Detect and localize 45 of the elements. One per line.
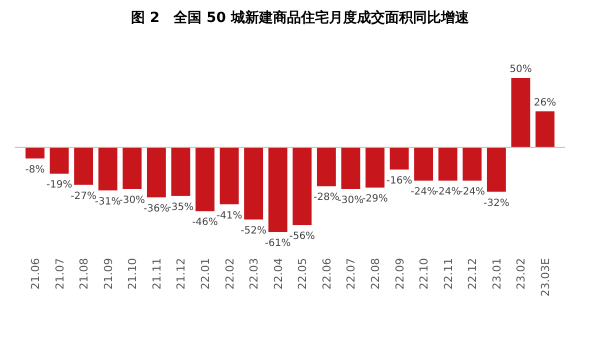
x-tick-label: 22.10 bbox=[418, 258, 431, 290]
x-tick-label: 22.05 bbox=[296, 258, 310, 290]
data-label: -32% bbox=[484, 198, 510, 209]
x-tick-label: 22.12 bbox=[466, 258, 480, 290]
data-label: -35% bbox=[168, 202, 194, 213]
x-tick-label: 21.09 bbox=[102, 258, 115, 290]
x-tick-label: 22.02 bbox=[223, 258, 236, 290]
data-label: -8% bbox=[25, 164, 45, 176]
x-tick-label: 22.06 bbox=[320, 258, 334, 290]
x-tick-label: 22.03 bbox=[248, 258, 261, 290]
x-tick-label: 21.12 bbox=[174, 258, 188, 290]
data-label: -52% bbox=[240, 226, 266, 237]
data-label: -36% bbox=[144, 203, 170, 214]
x-tick-label: 22.08 bbox=[369, 258, 382, 290]
x-tick-label: 23.01 bbox=[490, 258, 504, 290]
data-label: -31% bbox=[94, 196, 121, 208]
data-label: -28% bbox=[314, 192, 340, 204]
x-tick-label: 21.11 bbox=[150, 258, 164, 290]
x-tick-label: 22.11 bbox=[442, 258, 455, 290]
data-label: -46% bbox=[192, 217, 218, 228]
data-label: -24% bbox=[434, 186, 461, 198]
data-label: -29% bbox=[362, 194, 388, 205]
data-label: -30% bbox=[119, 194, 146, 206]
x-tick-label: 22.07 bbox=[344, 258, 358, 290]
data-label: -30% bbox=[338, 194, 364, 206]
x-tick-label: 21.07 bbox=[53, 258, 66, 290]
data-label: -24% bbox=[459, 186, 486, 198]
x-tick-label: 21.10 bbox=[126, 258, 140, 290]
data-label: -16% bbox=[386, 176, 412, 187]
data-label: -27% bbox=[70, 190, 96, 202]
data-label: -19% bbox=[46, 180, 72, 191]
data-label: -61% bbox=[264, 238, 291, 249]
x-tick-label: 21.06 bbox=[29, 258, 42, 290]
x-tick-label: 22.09 bbox=[393, 258, 406, 290]
data-label: -56% bbox=[289, 231, 316, 242]
data-label: 26% bbox=[534, 97, 556, 108]
data-label: 50% bbox=[510, 64, 532, 75]
x-tick-label: 23.02 bbox=[514, 258, 528, 290]
data-label: -24% bbox=[410, 186, 436, 198]
x-tick-label: 23.03E bbox=[539, 258, 552, 296]
data-label: -41% bbox=[216, 210, 242, 222]
x-tick-label: 21.08 bbox=[78, 258, 91, 290]
x-tick-label: 22.04 bbox=[272, 258, 285, 290]
x-tick-label: 22.01 bbox=[199, 258, 212, 290]
chart-title: 图 2 全国 50 城新建商品住宅月度成交面积同比增速 bbox=[131, 9, 470, 26]
